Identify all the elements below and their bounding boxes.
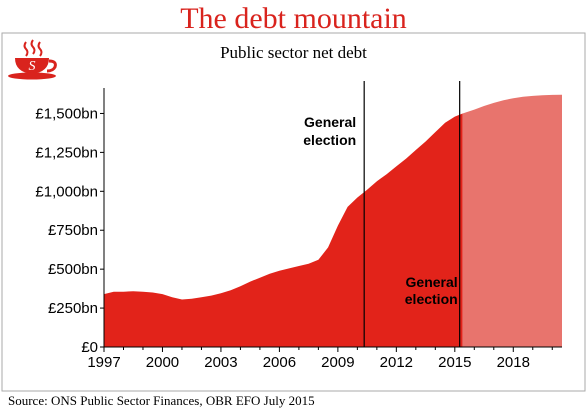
source-note: Source: ONS Public Sector Finances, OBR … <box>8 393 315 409</box>
y-tick-label: £1,500bn <box>35 105 98 122</box>
x-tick-label: 2009 <box>321 354 354 371</box>
x-tick-label: 2006 <box>263 354 296 371</box>
x-tick-label: 2003 <box>204 354 237 371</box>
forecast-debt-area <box>463 95 562 347</box>
y-tick-label: £750bn <box>48 222 98 239</box>
x-tick-label: 1997 <box>87 354 120 371</box>
y-tick-label: £1,250bn <box>35 144 98 161</box>
x-tick-label: 2000 <box>146 354 179 371</box>
actual-debt-area <box>104 114 463 348</box>
y-tick-label: £500bn <box>48 261 98 278</box>
election-label-2015-line2: election <box>405 291 458 307</box>
x-tick-label: 2015 <box>438 354 471 371</box>
x-tick-label: 2012 <box>380 354 413 371</box>
y-tick-label: £1,000bn <box>35 183 98 200</box>
election-label-2015-line1: General <box>406 274 458 290</box>
y-tick-label: £250bn <box>48 300 98 317</box>
election-label-2010-line2: election <box>303 132 356 148</box>
election-label-2010-line1: General <box>304 114 356 130</box>
x-tick-label: 2018 <box>497 354 530 371</box>
